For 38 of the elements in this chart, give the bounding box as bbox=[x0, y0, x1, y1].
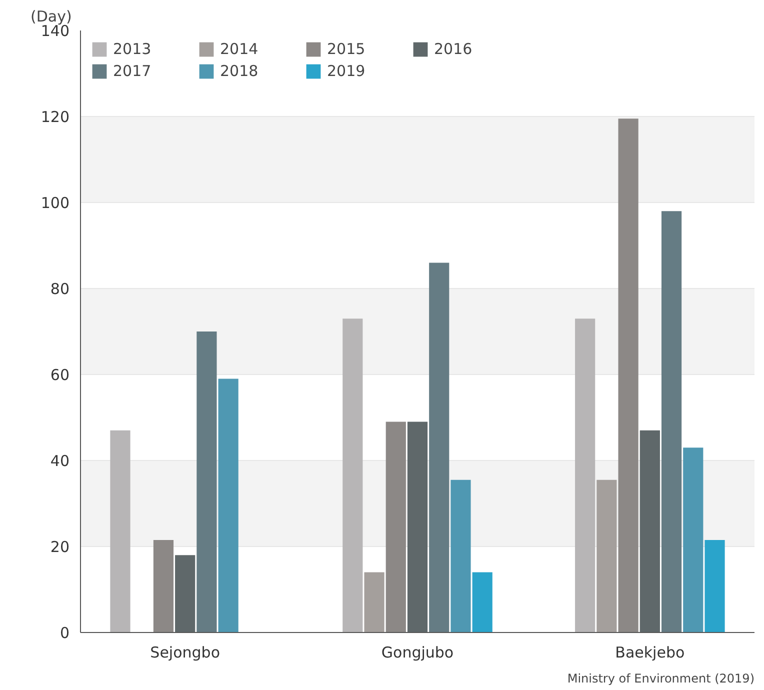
y-axis-title: (Day) bbox=[30, 8, 72, 26]
bar bbox=[450, 480, 471, 632]
text: Ministry of Environment (2019) bbox=[567, 672, 754, 686]
y-tick-label: 40 bbox=[50, 452, 70, 470]
y-tick-label: 20 bbox=[50, 538, 70, 556]
y-tick-label: 0 bbox=[60, 624, 70, 642]
bar bbox=[683, 448, 704, 632]
bar bbox=[218, 378, 238, 632]
bar bbox=[153, 540, 174, 632]
bar bbox=[364, 572, 384, 632]
bar bbox=[618, 118, 638, 632]
x-tick-label: Baekjebo bbox=[615, 644, 685, 662]
legend-label: 2017 bbox=[113, 62, 152, 80]
y-tick-label: 80 bbox=[50, 280, 70, 298]
legend-label: 2015 bbox=[327, 40, 366, 58]
legend-label: 2013 bbox=[113, 40, 152, 58]
bar bbox=[342, 318, 363, 632]
bar bbox=[175, 555, 196, 632]
x-tick-label: Gongjubo bbox=[381, 644, 454, 662]
bar bbox=[661, 211, 682, 632]
bar bbox=[575, 318, 596, 632]
legend-label: 2014 bbox=[220, 40, 260, 58]
bar bbox=[429, 262, 450, 632]
bar bbox=[110, 430, 130, 632]
legend-label: 2019 bbox=[327, 62, 366, 80]
x-tick-label: Sejongbo bbox=[150, 644, 220, 662]
bar bbox=[196, 332, 217, 632]
legend-label: 2016 bbox=[434, 40, 474, 58]
bar bbox=[704, 540, 725, 632]
y-tick-label: 60 bbox=[50, 366, 70, 384]
y-tick-label: 100 bbox=[40, 194, 70, 212]
bar bbox=[472, 572, 492, 632]
bar bbox=[640, 430, 660, 632]
y-tick-label: 120 bbox=[40, 108, 70, 126]
bar bbox=[596, 480, 617, 632]
bar bbox=[407, 422, 428, 632]
legend-label: 2018 bbox=[220, 62, 260, 80]
bar bbox=[386, 422, 406, 632]
